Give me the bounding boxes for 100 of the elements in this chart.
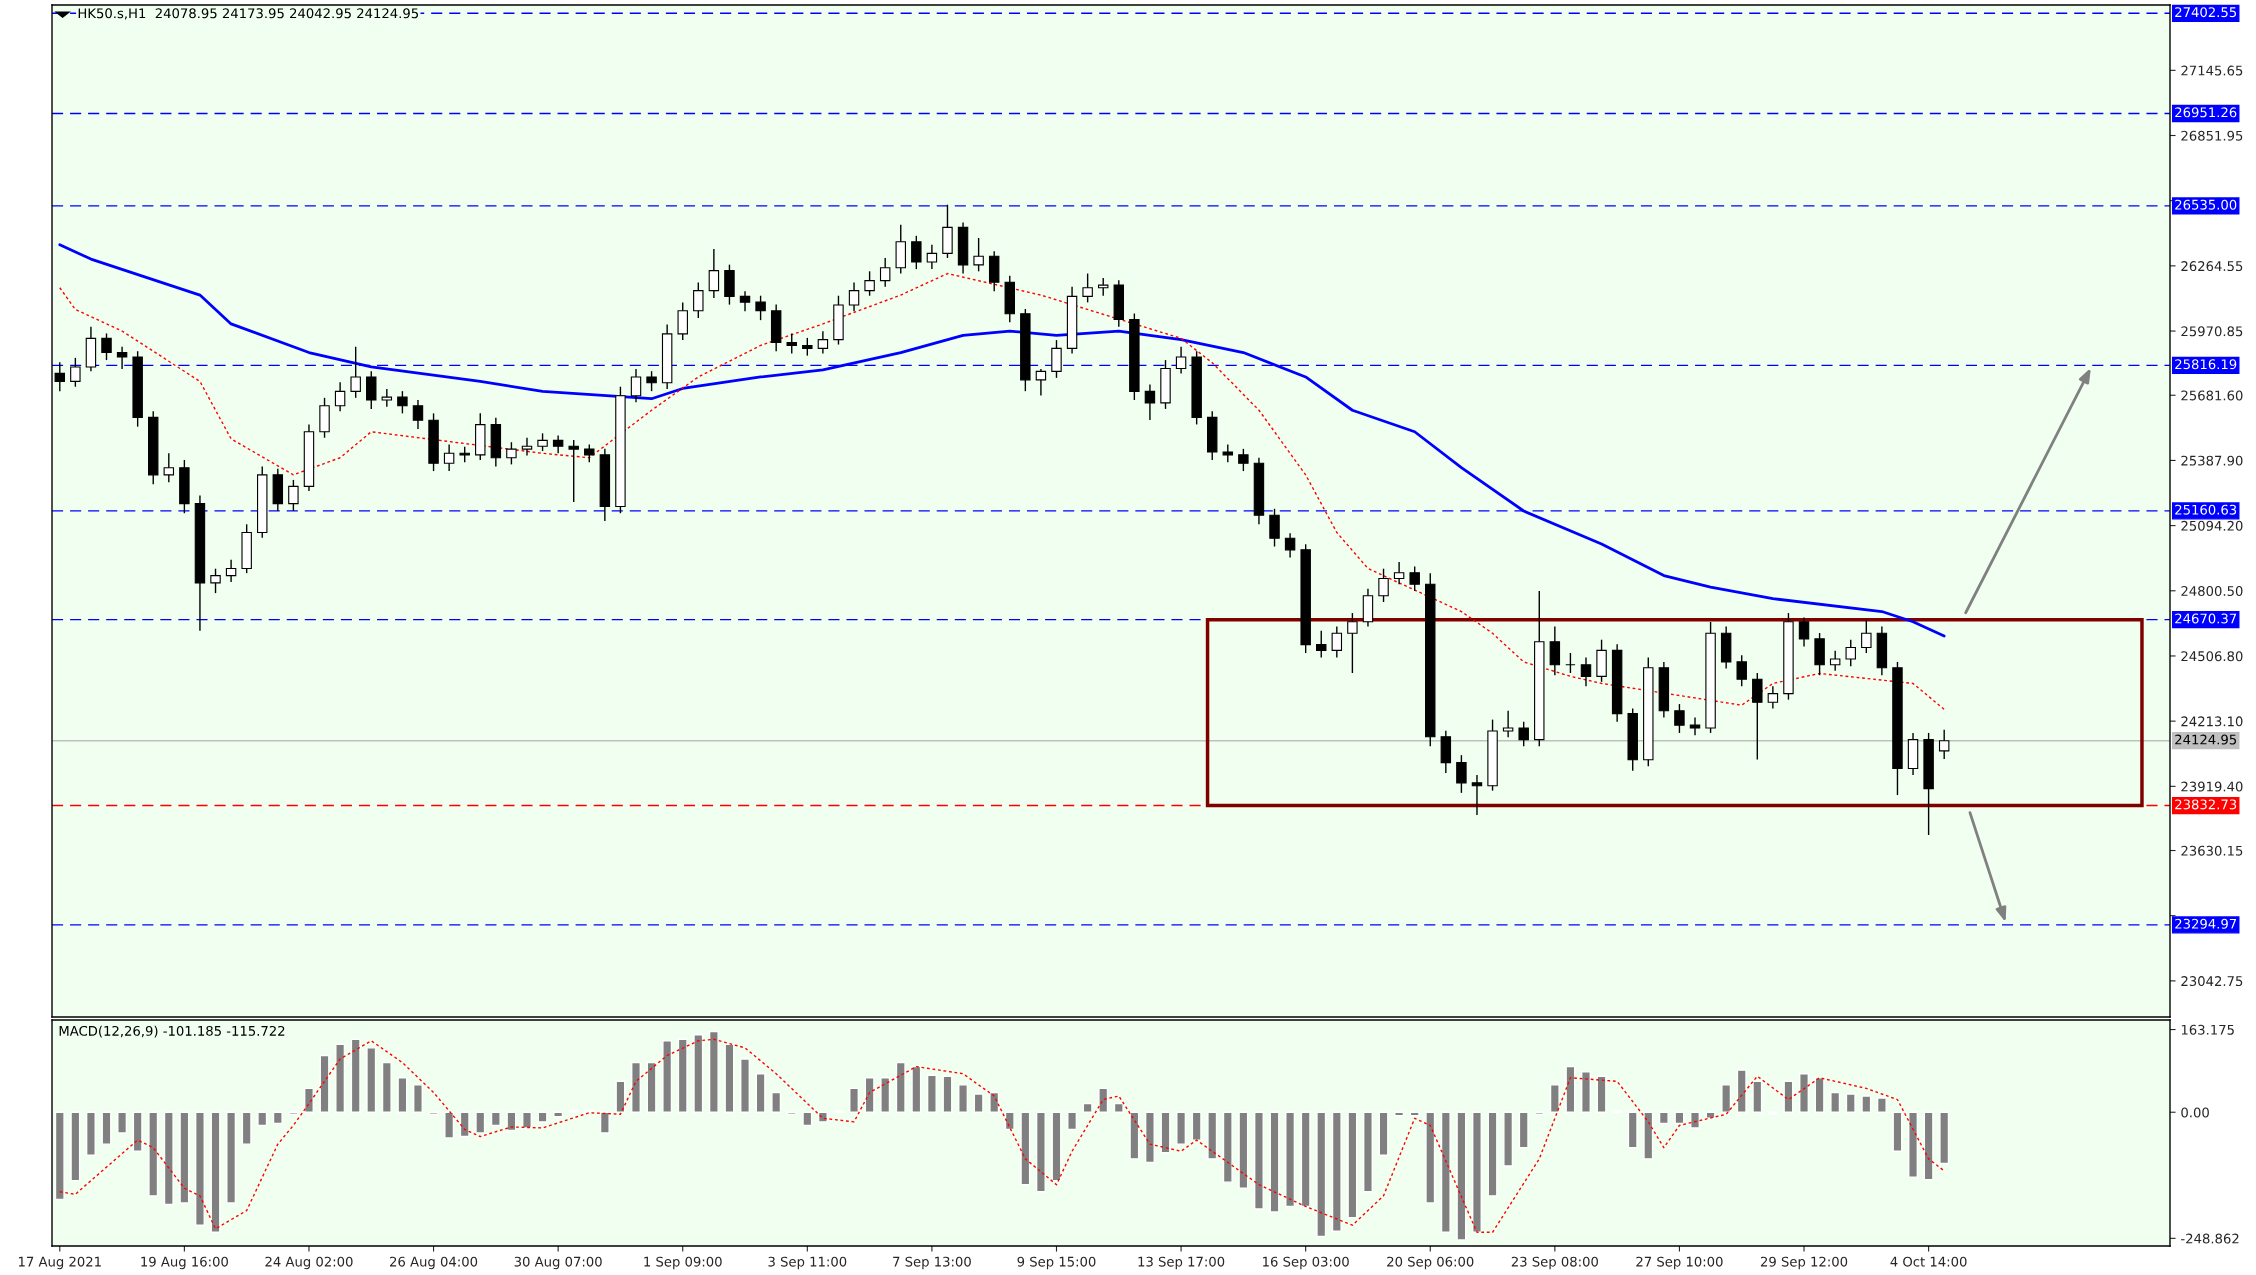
candlestick (1456, 754, 1467, 794)
candlestick (879, 257, 891, 288)
bar (755, 1073, 766, 1113)
bar (1285, 1111, 1296, 1208)
ref-line-label: 23832.73 (2175, 799, 2237, 810)
bar (973, 1093, 984, 1113)
bar (101, 1111, 112, 1145)
chart-title: MACD(12,26,9) -101.185 -115.722 (59, 1025, 285, 1038)
y-tick-label: 23630.15 (2181, 845, 2243, 856)
bar (1362, 1111, 1373, 1193)
bar (693, 1034, 704, 1113)
bar (1923, 1111, 1934, 1181)
bar (880, 1077, 891, 1113)
bar (599, 1111, 610, 1134)
bar (1674, 1111, 1685, 1125)
bar (272, 1111, 283, 1125)
candlestick (1393, 561, 1405, 585)
candlestick (755, 295, 766, 321)
bar (1487, 1111, 1498, 1197)
bar (257, 1111, 268, 1127)
bar (1472, 1111, 1482, 1234)
candlestick (1378, 568, 1389, 603)
bar (226, 1111, 237, 1204)
bar (1253, 1111, 1264, 1210)
x-tick-label: 24 Aug 02:00 (265, 1256, 353, 1270)
bar (1752, 1080, 1763, 1113)
x-tick-label: 19 Aug 16:00 (141, 1256, 228, 1270)
x-tick-label: 4 Oct 14:00 (1890, 1256, 1967, 1267)
candlestick (1035, 368, 1047, 397)
bar (771, 1091, 782, 1113)
bar (1300, 1111, 1311, 1208)
x-tick-label: 9 Sep 15:00 (1017, 1256, 1096, 1270)
bar (459, 1111, 470, 1138)
bar (1129, 1111, 1140, 1160)
candlestick (1689, 716, 1701, 736)
bar (1534, 1111, 1545, 1115)
bar (1020, 1111, 1031, 1186)
candlestick (1829, 650, 1841, 672)
x-tick-label: 30 Aug 07:00 (514, 1256, 602, 1270)
bar (1113, 1102, 1124, 1113)
bar (1581, 1070, 1591, 1113)
bar (335, 1043, 346, 1113)
y-tick-label: 24800.50 (2181, 586, 2243, 596)
bar (288, 1111, 299, 1115)
candlestick (70, 357, 81, 388)
bar (397, 1077, 408, 1113)
bar (1238, 1111, 1249, 1189)
x-tick-label: 13 Sep 17:00 (1138, 1256, 1225, 1270)
bar (615, 1080, 626, 1113)
x-tick-label: 23 Sep 08:00 (1511, 1256, 1598, 1270)
bar (350, 1038, 361, 1113)
bar (1035, 1111, 1046, 1193)
x-tick-label: 27 Sep 10:00 (1636, 1256, 1723, 1270)
y-tick-label: 26264.55 (2181, 261, 2243, 272)
bar (1658, 1111, 1669, 1125)
ref-line-label: 24670.37 (2175, 613, 2237, 624)
bar (490, 1111, 501, 1127)
candlestick (1269, 508, 1280, 548)
candlestick (163, 452, 175, 483)
bar (1144, 1111, 1155, 1164)
candlestick (630, 368, 642, 403)
bar (740, 1058, 750, 1113)
candlestick (926, 243, 938, 270)
bar (1549, 1084, 1560, 1113)
bar (1830, 1091, 1841, 1113)
candlestick (381, 388, 393, 408)
chart-title: HK50.s,H1 24078.95 24173.95 24042.95 24124.95 (78, 8, 419, 20)
bar (802, 1111, 813, 1127)
x-tick-label: 26 Aug 04:00 (390, 1256, 478, 1270)
bar (989, 1091, 1000, 1113)
y-tick-label: 27145.65 (2181, 65, 2243, 76)
x-tick-label: 3 Sep 11:00 (768, 1256, 847, 1270)
candlestick (1565, 652, 1576, 674)
ref-line-label: 23294.97 (2175, 918, 2237, 929)
bar (1799, 1073, 1809, 1113)
bar (1518, 1111, 1529, 1149)
bar (1565, 1065, 1576, 1113)
candlestick (1175, 346, 1187, 375)
x-tick-label: 17 Aug 2021 (18, 1256, 101, 1270)
bar (1316, 1111, 1327, 1238)
bar (1176, 1111, 1187, 1145)
bar (132, 1111, 143, 1152)
bar (1191, 1111, 1202, 1141)
bar (1098, 1087, 1109, 1113)
bar (958, 1084, 969, 1113)
x-tick-label: 16 Sep 03:00 (1263, 1256, 1349, 1270)
y-tick-label: -248.862 (2181, 1233, 2239, 1244)
candlestick (1347, 612, 1358, 674)
bar (1331, 1111, 1342, 1232)
bar (70, 1111, 81, 1182)
candlestick (1549, 625, 1561, 676)
candlestick (646, 370, 657, 392)
candlestick (1316, 630, 1327, 659)
bar (1783, 1080, 1794, 1113)
candlestick (1502, 710, 1514, 739)
bar (631, 1061, 641, 1113)
candlestick (973, 237, 984, 273)
bar (1939, 1111, 1950, 1165)
bar (1222, 1111, 1233, 1183)
candlestick (677, 301, 688, 341)
